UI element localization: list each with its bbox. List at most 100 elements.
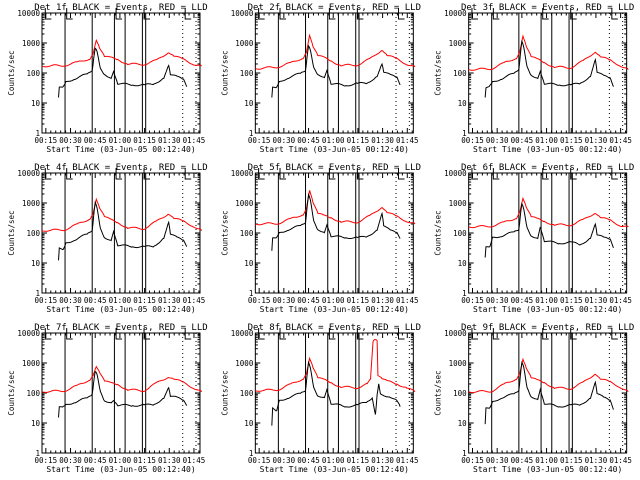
x-tick-label: 00:45 (84, 136, 107, 145)
x-tick-label: 00:15 (248, 456, 271, 465)
series-events-line (271, 360, 401, 426)
x-tick-label: 01:45 (396, 136, 419, 145)
plot-frame (41, 332, 201, 454)
x-tick-label: 01:30 (371, 456, 394, 465)
plot-frame (41, 12, 201, 134)
top-marker (328, 8, 336, 20)
x-tick-label: 01:45 (609, 136, 632, 145)
y-tick-label: 100 (240, 389, 254, 398)
top-marker (611, 328, 618, 340)
y-tick-label: 1 (35, 129, 40, 138)
x-tick-label: 00:30 (486, 296, 509, 305)
y-axis-label: Counts/sec (220, 50, 229, 95)
y-tick-label: 1000 (235, 359, 254, 368)
x-tick-label: 01:45 (183, 456, 206, 465)
x-tick-label: 01:30 (371, 296, 394, 305)
y-tick-label: 1 (462, 449, 467, 458)
y-tick-label: 10 (31, 99, 41, 108)
y-tick-label: 10000 (444, 9, 467, 18)
top-marker (471, 328, 478, 340)
y-tick-label: 100 (26, 229, 40, 238)
y-tick-label: 10000 (231, 9, 254, 18)
x-tick-label: 01:15 (133, 136, 156, 145)
x-tick-label: 00:45 (84, 456, 107, 465)
series-lld-line (255, 190, 416, 226)
plot-frame (254, 332, 414, 454)
top-marker (66, 8, 73, 20)
y-tick-label: 100 (240, 229, 254, 238)
y-axis-label: Counts/sec (434, 210, 443, 255)
x-tick-label: 01:00 (322, 296, 345, 305)
x-tick-label: 00:30 (59, 296, 82, 305)
y-tick-label: 10000 (444, 329, 467, 338)
x-tick-label: 01:30 (585, 456, 608, 465)
x-tick-label: 01:00 (535, 136, 558, 145)
x-tick-label: 01:15 (133, 456, 156, 465)
x-tick-label: 01:00 (535, 296, 558, 305)
y-axis-label: Counts/sec (7, 210, 16, 255)
y-tick-label: 1000 (235, 199, 254, 208)
x-tick-label: 01:15 (347, 296, 370, 305)
x-tick-label: 00:30 (273, 296, 296, 305)
top-marker (492, 8, 500, 20)
panel-title: Det 2f BLACK = Events, RED = LLD (248, 3, 421, 13)
x-tick-label: 00:30 (486, 136, 509, 145)
top-marker (611, 8, 618, 20)
x-tick-label: 01:45 (183, 136, 206, 145)
panel-title: Det 6f BLACK = Events, RED = LLD (461, 163, 634, 173)
top-marker (143, 328, 151, 340)
y-tick-label: 10 (244, 259, 254, 268)
top-marker (115, 8, 123, 20)
plot-frame (254, 12, 414, 134)
panel-title: Det 4f BLACK = Events, RED = LLD (34, 163, 207, 173)
top-marker (398, 168, 405, 180)
series-lld-line (255, 33, 416, 70)
panel-det-9: Det 9f BLACK = Events, RED = LLD 1 10 100 10… (434, 323, 635, 474)
top-marker (492, 168, 500, 180)
top-marker (356, 8, 364, 20)
y-tick-label: 1000 (22, 359, 41, 368)
x-axis-label: Start Time (03-Jun-05 00:12:40) (473, 465, 622, 474)
top-marker (279, 8, 287, 20)
y-tick-label: 1 (249, 129, 254, 138)
top-marker (398, 8, 405, 20)
y-tick-label: 100 (453, 389, 467, 398)
panel-det-3: Det 3f BLACK = Events, RED = LLD 1 10 100 10… (434, 3, 635, 154)
top-marker (143, 8, 151, 20)
x-tick-label: 01:00 (109, 456, 132, 465)
x-tick-label: 00:30 (486, 456, 509, 465)
x-axis-label: Start Time (03-Jun-05 00:12:40) (46, 465, 195, 474)
x-tick-label: 01:15 (560, 136, 583, 145)
y-tick-label: 10 (31, 259, 41, 268)
series-lld-line (468, 357, 629, 394)
x-tick-label: 01:00 (109, 296, 132, 305)
top-marker (356, 328, 364, 340)
series-lld-line (468, 34, 629, 71)
series-events-line (58, 47, 188, 98)
y-tick-label: 1000 (449, 359, 468, 368)
panel-title: Det 9f BLACK = Events, RED = LLD (461, 323, 634, 333)
panel-title: Det 1f BLACK = Events, RED = LLD (34, 3, 207, 13)
series-events-line (484, 360, 614, 425)
x-tick-label: 01:30 (585, 136, 608, 145)
x-tick-label: 01:15 (347, 136, 370, 145)
y-tick-label: 1000 (22, 39, 41, 48)
x-tick-label: 01:00 (535, 456, 558, 465)
x-axis-label: Start Time (03-Jun-05 00:12:40) (260, 145, 409, 154)
y-tick-label: 1 (462, 129, 467, 138)
top-marker (542, 328, 549, 340)
y-tick-label: 1 (462, 289, 467, 298)
x-tick-label: 00:45 (297, 136, 320, 145)
top-marker (542, 8, 549, 20)
top-marker (279, 328, 287, 340)
top-marker (328, 168, 336, 180)
top-marker (115, 168, 123, 180)
panel-title: Det 7f BLACK = Events, RED = LLD (34, 323, 207, 333)
x-tick-label: 01:15 (347, 456, 370, 465)
x-axis-label: Start Time (03-Jun-05 00:12:40) (46, 145, 195, 154)
x-tick-label: 01:00 (322, 136, 345, 145)
series-lld-line (41, 365, 203, 394)
x-tick-label: 01:15 (560, 296, 583, 305)
x-tick-label: 01:00 (109, 136, 132, 145)
